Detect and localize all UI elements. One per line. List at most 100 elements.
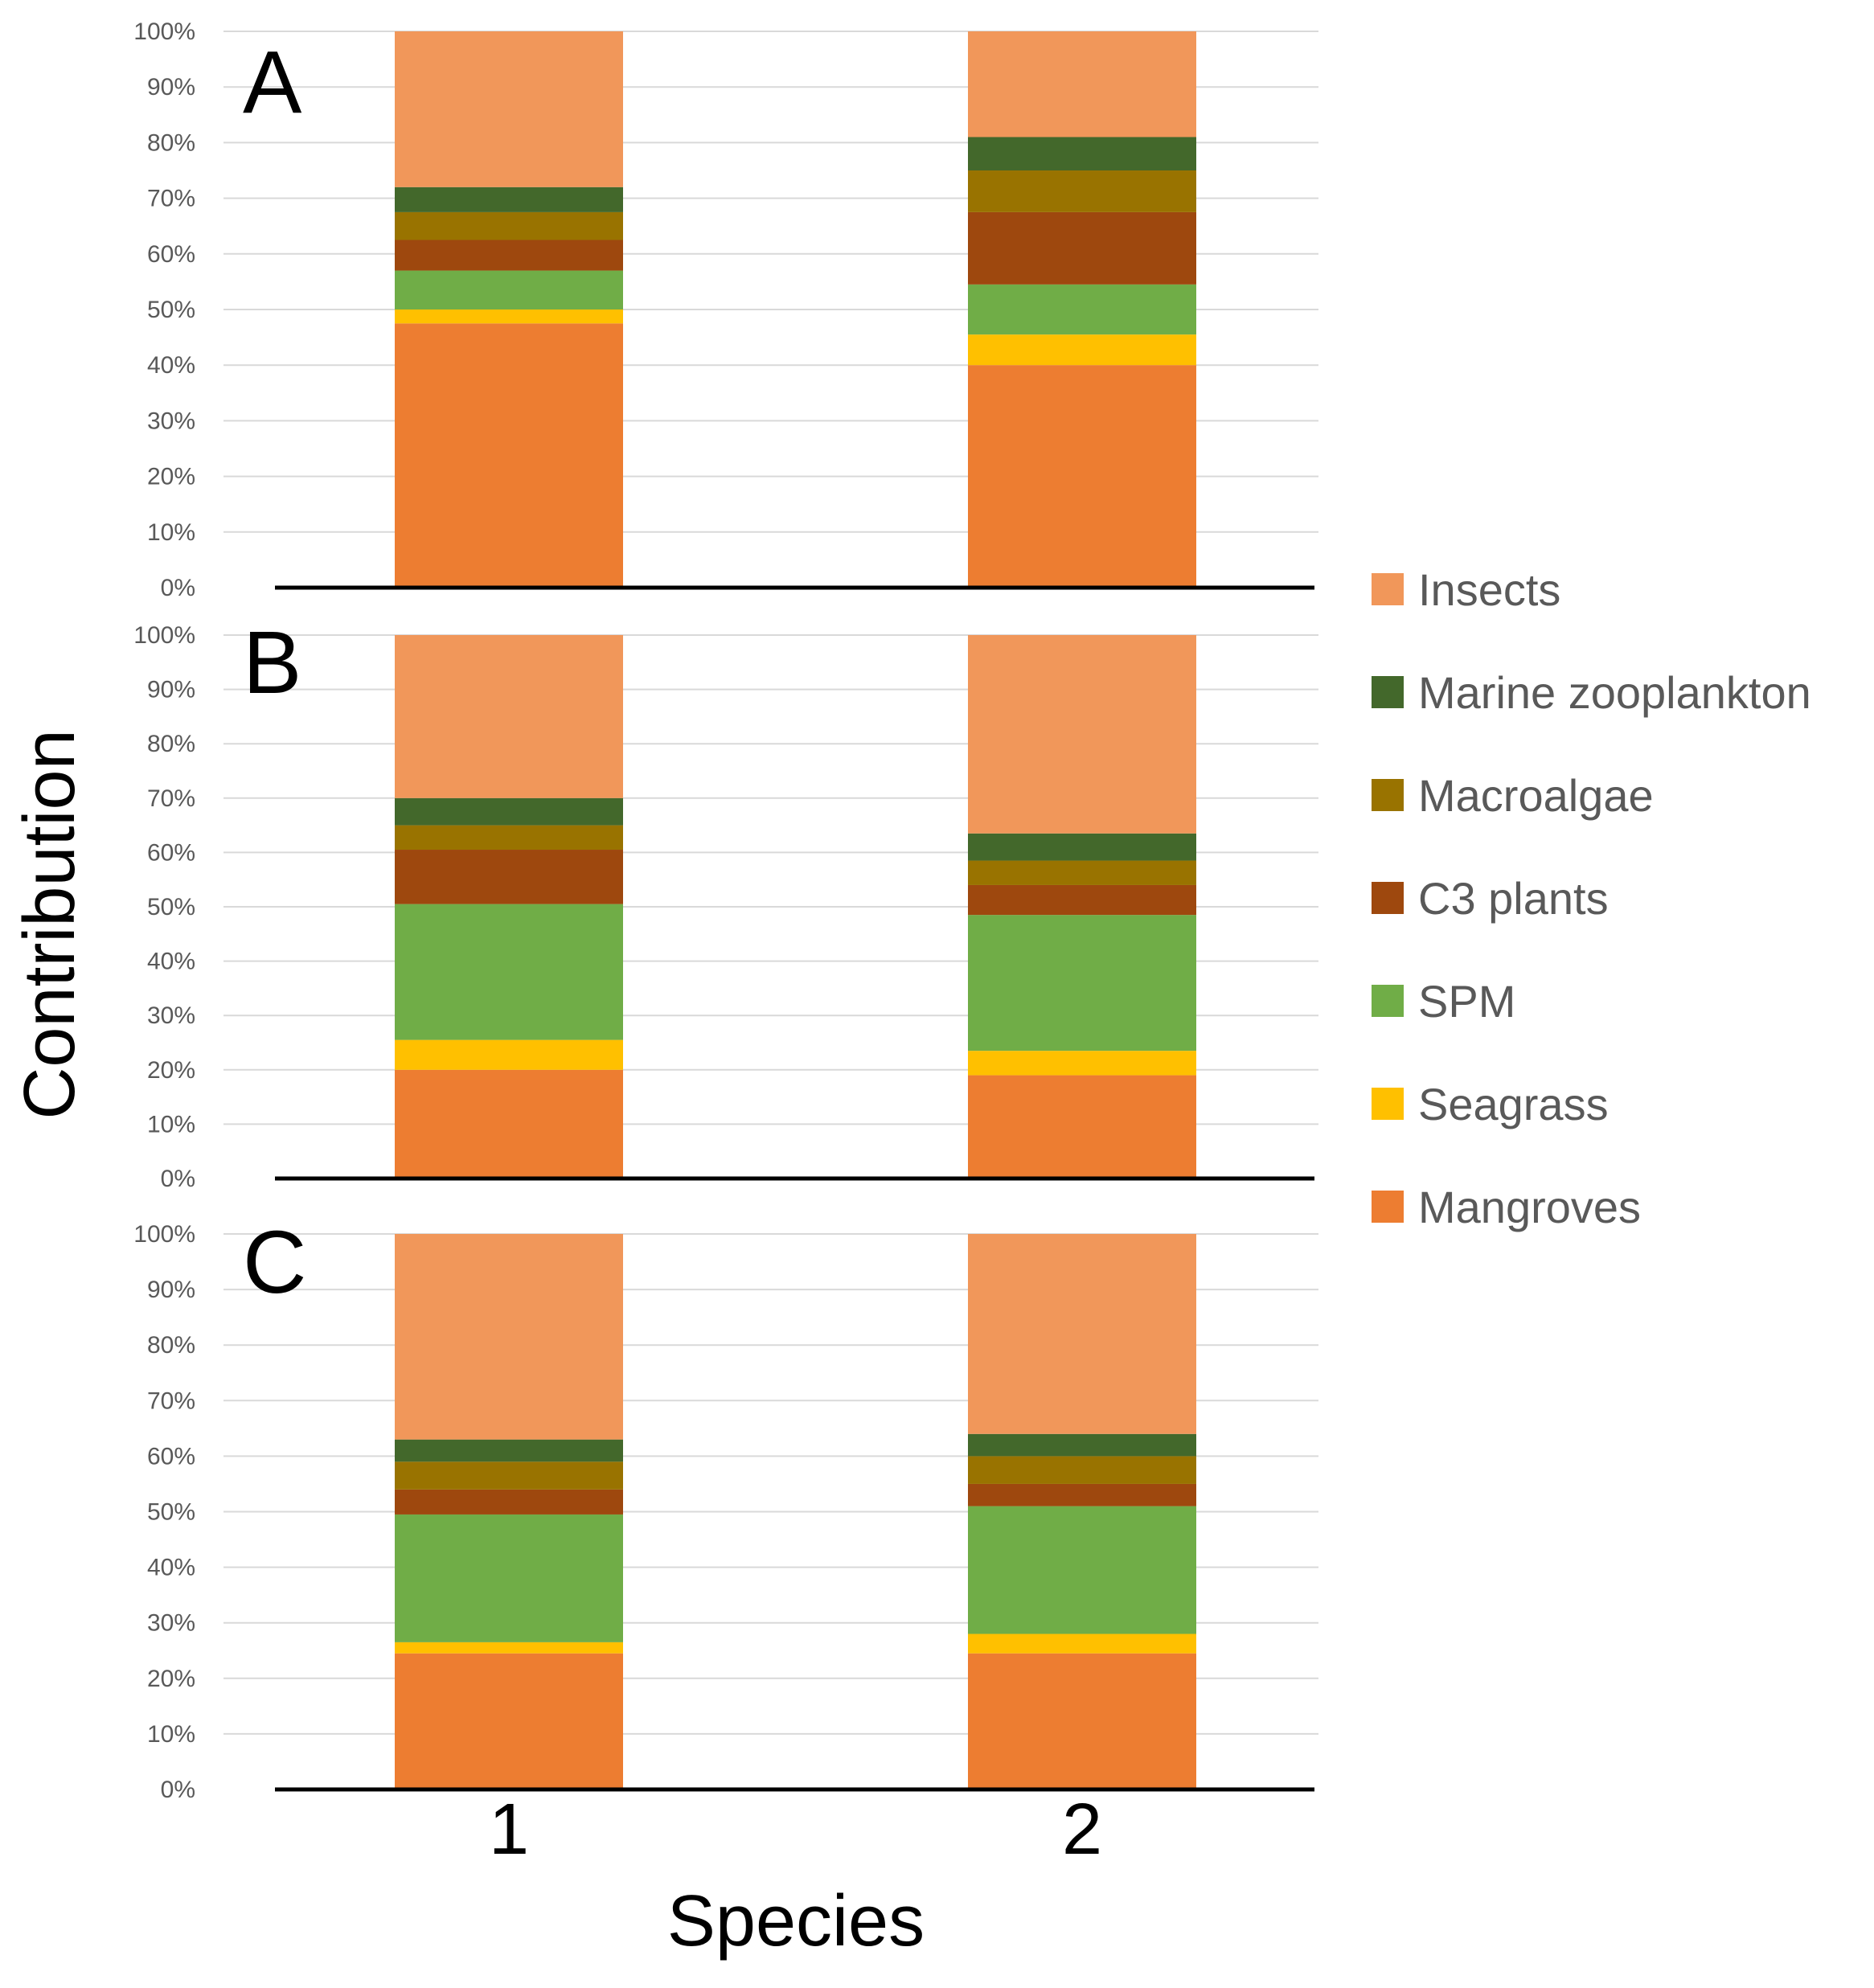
legend-item: Seagrass [1372, 1079, 1609, 1129]
bar-segment-insects-species-2 [968, 635, 1196, 834]
y-tick-label: 90% [147, 677, 195, 703]
legend-label: SPM [1418, 976, 1515, 1027]
bar-segment-marine-zooplankton-species-1 [395, 1439, 623, 1462]
legend-item: Mangroves [1372, 1182, 1641, 1232]
panel-label: B [243, 613, 301, 712]
bar-segment-c3-plants-species-1 [395, 850, 623, 904]
bar-segment-seagrass-species-1 [395, 1642, 623, 1654]
y-tick-label: 40% [147, 949, 195, 975]
bar-segment-marine-zooplankton-species-2 [968, 833, 1196, 861]
bar-segment-spm-species-2 [968, 915, 1196, 1051]
legend: Insects Marine zooplankton Macroalgae C3 pl… [1372, 564, 1811, 1232]
panel-label: C [243, 1213, 306, 1312]
y-tick-label: 10% [147, 519, 195, 546]
legend-item: Macroalgae [1372, 770, 1654, 821]
bar-segment-marine-zooplankton-species-2 [968, 1433, 1196, 1457]
bar-segment-macroalgae-species-2 [968, 170, 1196, 212]
y-tick-label: 20% [147, 1057, 195, 1084]
legend-swatch [1372, 676, 1404, 708]
bar-segment-c3-plants-species-1 [395, 1489, 623, 1515]
y-tick-label: 20% [147, 1666, 195, 1692]
y-tick-label: 90% [147, 74, 195, 100]
bar-segment-spm-species-2 [968, 1506, 1196, 1634]
y-axis-title: Contribution [10, 729, 90, 1119]
x-tick-label: 1 [489, 1789, 529, 1870]
legend-swatch [1372, 573, 1404, 605]
x-tick-label: 2 [1062, 1789, 1102, 1870]
bar-segment-spm-species-2 [968, 284, 1196, 335]
legend-item: Marine zooplankton [1372, 667, 1811, 718]
y-tick-label: 50% [147, 1499, 195, 1526]
y-tick-label: 70% [147, 1388, 195, 1414]
bar-segment-macroalgae-species-2 [968, 1456, 1196, 1484]
panels: 0%10%20%30%40%50%60%70%80%90%100%A0%10%2… [133, 18, 1318, 1870]
y-tick-label: 0% [161, 1777, 195, 1803]
bar-segment-mangroves-species-2 [968, 1653, 1196, 1789]
bar-segment-seagrass-species-2 [968, 1633, 1196, 1654]
bar-segment-seagrass-species-1 [395, 309, 623, 324]
y-tick-label: 40% [147, 352, 195, 379]
panel-label: A [243, 33, 302, 132]
bar-segment-c3-plants-species-2 [968, 884, 1196, 916]
legend-item: SPM [1372, 976, 1515, 1027]
y-tick-label: 40% [147, 1555, 195, 1581]
y-tick-label: 20% [147, 464, 195, 490]
bar-segment-insects-species-1 [395, 31, 623, 187]
y-tick-label: 80% [147, 1332, 195, 1359]
legend-swatch [1372, 985, 1404, 1017]
y-tick-label: 0% [161, 575, 195, 601]
bar-segment-c3-plants-species-1 [395, 240, 623, 271]
y-tick-label: 80% [147, 129, 195, 156]
bar-segment-seagrass-species-1 [395, 1039, 623, 1070]
bar-segment-marine-zooplankton-species-2 [968, 137, 1196, 170]
y-tick-label: 0% [161, 1166, 195, 1192]
y-tick-label: 30% [147, 1002, 195, 1029]
panel-b: 0% 10% 20% 30% 40% 50% 60% 70% 80% 90% 100% B [133, 613, 1318, 1192]
bar-segment-mangroves-species-1 [395, 1653, 623, 1789]
y-tick-label: 70% [147, 785, 195, 812]
bar-segment-seagrass-species-2 [968, 334, 1196, 366]
bar-segment-marine-zooplankton-species-1 [395, 187, 623, 212]
bar-segment-macroalgae-species-1 [395, 211, 623, 240]
y-tick-label: 10% [147, 1721, 195, 1748]
y-tick-label: 100% [133, 622, 195, 649]
y-tick-label: 100% [133, 1221, 195, 1248]
bar-segment-macroalgae-species-1 [395, 1461, 623, 1490]
bar-segment-marine-zooplankton-species-1 [395, 797, 623, 826]
bar-segment-c3-plants-species-2 [968, 1483, 1196, 1506]
legend-item: C3 plants [1372, 873, 1609, 924]
bar-segment-mangroves-species-2 [968, 365, 1196, 588]
bar-segment-insects-species-2 [968, 1234, 1196, 1434]
y-tick-label: 100% [133, 18, 195, 45]
legend-label: Mangroves [1418, 1182, 1641, 1232]
legend-item: Insects [1372, 564, 1560, 615]
bar-segment-insects-species-1 [395, 1234, 623, 1440]
legend-swatch [1372, 1191, 1404, 1223]
bar-segment-mangroves-species-1 [395, 1069, 623, 1178]
bar-segment-spm-species-1 [395, 1514, 623, 1642]
x-axis-title: Species [667, 1881, 925, 1961]
bar-segment-mangroves-species-2 [968, 1075, 1196, 1178]
bar-segment-insects-species-2 [968, 31, 1196, 137]
y-tick-label: 60% [147, 241, 195, 268]
panel-c: 0% 10% 20% 30% 40% 50% 60% 70% 80% 90% 100% C [133, 1213, 1318, 1803]
y-tick-label: 50% [147, 297, 195, 323]
y-tick-label: 30% [147, 1610, 195, 1637]
bar-segment-mangroves-species-1 [395, 323, 623, 588]
y-tick-label: 80% [147, 731, 195, 757]
bar-segment-seagrass-species-2 [968, 1051, 1196, 1076]
bar-segment-macroalgae-species-2 [968, 860, 1196, 885]
y-tick-label: 90% [147, 1277, 195, 1303]
bar-segment-spm-species-1 [395, 904, 623, 1040]
legend-label: Macroalgae [1418, 770, 1654, 821]
bar-segment-insects-species-1 [395, 635, 623, 798]
legend-swatch [1372, 779, 1404, 811]
legend-swatch [1372, 882, 1404, 914]
y-tick-label: 60% [147, 839, 195, 866]
panel-a: 0% 10% 20% 30% 40% 50% 60% 70% 80% 90% 100% A [133, 18, 1318, 601]
y-tick-label: 10% [147, 1111, 195, 1137]
legend-label: Insects [1418, 564, 1560, 615]
bar-segment-c3-plants-species-2 [968, 211, 1196, 285]
y-tick-label: 70% [147, 186, 195, 212]
